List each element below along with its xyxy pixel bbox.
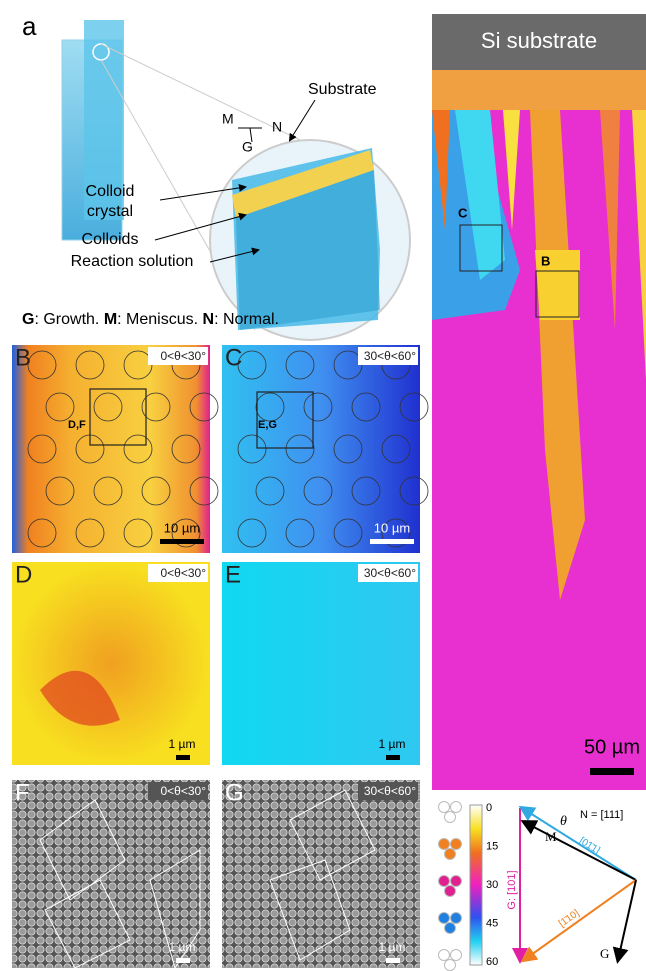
annotation: M bbox=[545, 829, 557, 844]
legend-icon bbox=[451, 802, 462, 813]
legend-icon bbox=[445, 923, 456, 934]
scale-bar bbox=[370, 539, 414, 544]
panel-label: F bbox=[15, 779, 30, 806]
shape bbox=[290, 100, 315, 140]
caption-part: M bbox=[104, 311, 117, 328]
shape bbox=[439, 802, 462, 971]
legend-icon bbox=[445, 960, 456, 971]
annotation: Substrate bbox=[308, 81, 377, 98]
color-bar-tick: 0 bbox=[486, 802, 492, 814]
panel-label: G bbox=[225, 779, 244, 806]
range-label: 0<θ<30° bbox=[160, 349, 206, 363]
annotation: θ bbox=[560, 814, 567, 829]
map-box-label: C bbox=[458, 205, 468, 220]
range-label: 0<θ<30° bbox=[160, 784, 206, 798]
shape bbox=[524, 880, 636, 960]
legend-icon bbox=[451, 913, 462, 924]
scale-bar bbox=[176, 755, 190, 760]
legend-icon bbox=[445, 812, 456, 823]
map-title: Si substrate bbox=[481, 28, 597, 53]
scale-label: 10 µm bbox=[374, 520, 410, 535]
figure: a Substrate M N G Colloid crystal Colloi… bbox=[0, 0, 646, 971]
color-bar bbox=[470, 805, 482, 965]
shape bbox=[432, 70, 646, 110]
legend-icon bbox=[451, 839, 462, 850]
inset-label: D,F bbox=[68, 419, 86, 431]
scale-label: 1 µm bbox=[379, 737, 406, 751]
shape bbox=[101, 44, 300, 140]
axis-label: M bbox=[222, 111, 234, 127]
legend-icon bbox=[439, 913, 450, 924]
panel-label: D bbox=[15, 561, 32, 588]
scale-bar bbox=[176, 958, 190, 963]
map-box-label: B bbox=[541, 253, 550, 268]
range-label: 0<θ<30° bbox=[160, 566, 206, 580]
axis-label: G: [101] bbox=[506, 870, 518, 909]
scale-label: 1 µm bbox=[169, 940, 196, 954]
scale-label: 10 µm bbox=[164, 520, 200, 535]
annotation: crystal bbox=[87, 203, 133, 220]
panel-label: C bbox=[225, 344, 242, 371]
panel-label: a bbox=[22, 11, 37, 41]
inset-label: E,G bbox=[258, 419, 277, 431]
color-bar-tick: 30 bbox=[486, 879, 498, 891]
shape bbox=[222, 562, 420, 765]
annotation: Reaction solution bbox=[71, 253, 194, 270]
scale-label: 1 µm bbox=[379, 940, 406, 954]
range-label: 30<θ<60° bbox=[364, 566, 416, 580]
scale-label: 50 µm bbox=[584, 736, 640, 758]
legend-icon bbox=[445, 849, 456, 860]
caption: G: Growth. M: Meniscus. N: Normal. bbox=[22, 311, 279, 328]
axis-label: G bbox=[242, 139, 253, 155]
annotation: Colloids bbox=[82, 231, 139, 248]
panel-label: B bbox=[15, 344, 31, 371]
legend-icon bbox=[439, 839, 450, 850]
legend-icon bbox=[451, 950, 462, 961]
scale-bar bbox=[386, 755, 400, 760]
annotation: N = [111] bbox=[580, 809, 623, 821]
annotation: [01̄1] bbox=[577, 835, 602, 856]
color-bar-tick: 15 bbox=[486, 840, 498, 852]
axis-label: N bbox=[272, 119, 282, 135]
shape: 0 15 30 45 60 bbox=[486, 802, 498, 968]
caption-part: : Normal. bbox=[214, 311, 279, 328]
caption-part: : Growth. bbox=[34, 311, 103, 328]
annotation: [1̄10] bbox=[557, 908, 582, 930]
color-bar-tick: 45 bbox=[486, 917, 498, 929]
shape bbox=[524, 822, 636, 880]
legend-icon bbox=[439, 876, 450, 887]
legend-icon bbox=[445, 886, 456, 897]
annotation: Colloid bbox=[86, 183, 135, 200]
annotation: G bbox=[600, 946, 609, 961]
legend-icon bbox=[439, 802, 450, 813]
range-label: 30<θ<60° bbox=[364, 784, 416, 798]
caption-part: N bbox=[203, 311, 215, 328]
scale-bar bbox=[160, 539, 204, 544]
legend-icon bbox=[439, 950, 450, 961]
shape bbox=[12, 562, 210, 765]
range-label: 30<θ<60° bbox=[364, 349, 416, 363]
scale-bar bbox=[386, 958, 400, 963]
color-bar-tick: 60 bbox=[486, 956, 498, 968]
caption-part: : Meniscus. bbox=[117, 311, 202, 328]
scale-bar bbox=[590, 768, 634, 775]
panel-label: E bbox=[225, 561, 241, 588]
scale-label: 1 µm bbox=[169, 737, 196, 751]
caption-part: G bbox=[22, 311, 34, 328]
legend-icon bbox=[451, 876, 462, 887]
